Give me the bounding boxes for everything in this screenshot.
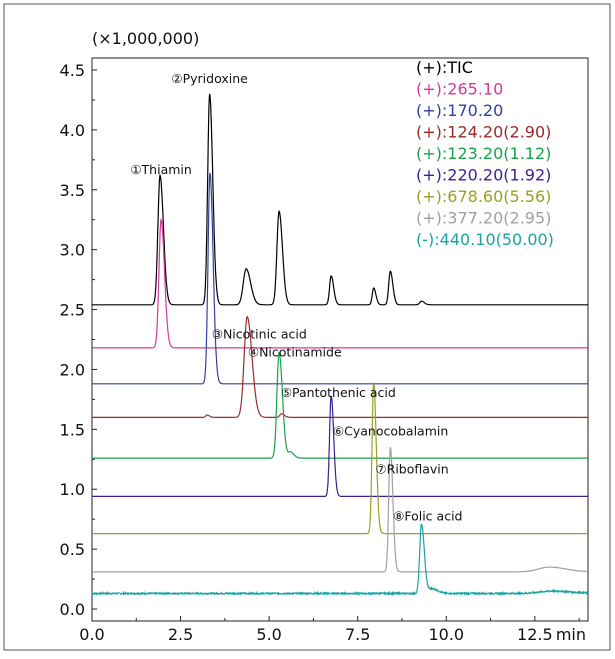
peak-label: ⑤Pantothenic acid [281, 385, 396, 400]
peak-label: ①Thiamin [130, 162, 191, 177]
outer-frame [3, 3, 611, 651]
y-tick-label: 4.0 [60, 121, 85, 140]
legend-entry: (+):678.60(5.56) [416, 187, 551, 206]
peak-label: ②Pyridoxine [171, 71, 248, 86]
legend-entry: (-):440.10(50.00) [416, 230, 554, 249]
series-group [91, 93, 589, 597]
y-tick-label: 0.5 [60, 540, 85, 559]
y-tick-label: 3.0 [60, 241, 85, 260]
series-line-0 [92, 93, 588, 306]
series-line-5 [92, 395, 588, 497]
legend-entry: (+):124.20(2.90) [416, 123, 551, 142]
legend-entry: (+):265.10 [416, 80, 503, 99]
peak-label: ③Nicotinic acid [212, 326, 307, 341]
peak-label: ⑦Riboflavin [375, 462, 448, 477]
peak-label: ⑥Cyanocobalamin [333, 423, 448, 438]
legend-entry: (+):220.20(1.92) [416, 166, 551, 185]
legend-entry: (+):TIC [416, 58, 473, 77]
y-tick-label: 1.5 [60, 420, 85, 439]
series-line-4 [92, 351, 588, 459]
series-line-2 [92, 172, 588, 385]
y-tick-label: 2.0 [60, 360, 85, 379]
y-tick-label: 3.5 [60, 181, 85, 200]
legend-entry: (+):170.20 [416, 101, 503, 120]
series-line-8 [91, 523, 589, 597]
y-tick-label: 4.5 [60, 61, 85, 80]
y-tick-label: 2.5 [60, 301, 85, 320]
x-tick-label: 5.0 [256, 625, 281, 644]
peak-label: ⑧Folic acid [393, 508, 462, 523]
series-line-1 [92, 217, 588, 349]
x-tick-label: 7.5 [345, 625, 370, 644]
y-tick-label: 0.0 [60, 600, 85, 619]
series-line-6 [92, 382, 588, 535]
y-tick-label: 1.0 [60, 480, 85, 499]
legend-entry: (+):377.20(2.95) [416, 209, 551, 228]
x-tick-label: 0.0 [79, 625, 104, 644]
peak-label: ④Nicotinamide [248, 344, 342, 359]
legend: (+):TIC (+):265.10 (+):170.20 (+):124.20(2.… [416, 58, 554, 249]
legend-entry: (+):123.20(1.12) [416, 144, 551, 163]
x-tick-label: 2.5 [168, 625, 193, 644]
x-tick-label: 12.5 [517, 625, 553, 644]
annotations: ①Thiamin ②Pyridoxine ③Nicotinic acid ④Nicot… [130, 71, 462, 523]
axes: 0.0 0.5 1.0 1.5 2.0 2.5 3.0 3.5 4.0 4.5 0.0 2.5 5.0 7… [60, 29, 589, 644]
y-axis-multiplier: (×1,000,000) [92, 29, 199, 48]
x-tick-label: 10.0 [428, 625, 464, 644]
x-axis-unit: min [556, 625, 586, 644]
series-line-7 [92, 447, 588, 573]
series-line-3 [92, 315, 588, 418]
